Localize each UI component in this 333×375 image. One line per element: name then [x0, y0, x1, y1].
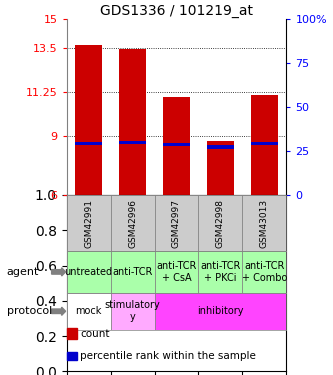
Bar [251, 141, 278, 145]
Text: stimulatory
y: stimulatory y [105, 300, 161, 322]
Text: inhibitory: inhibitory [197, 306, 244, 316]
Bar [111, 292, 155, 330]
Text: GSM42996: GSM42996 [128, 199, 137, 248]
Bar [163, 97, 190, 195]
Bar [119, 141, 146, 144]
Bar [155, 195, 198, 251]
Text: protocol: protocol [7, 306, 52, 316]
Text: GSM42997: GSM42997 [172, 199, 181, 248]
Bar [67, 195, 111, 251]
Bar [119, 49, 146, 195]
Bar [207, 141, 234, 195]
Bar [155, 292, 286, 330]
Text: untreated: untreated [65, 267, 113, 277]
Text: GSM43013: GSM43013 [260, 199, 269, 248]
Text: mock: mock [75, 306, 102, 316]
Text: count: count [80, 329, 110, 339]
Bar [111, 195, 155, 251]
Text: percentile rank within the sample: percentile rank within the sample [80, 351, 256, 361]
Text: agent: agent [7, 267, 39, 277]
Bar [242, 195, 286, 251]
Text: anti-TCR
+ Combo: anti-TCR + Combo [242, 261, 287, 283]
Text: anti-TCR: anti-TCR [112, 267, 153, 277]
Bar [75, 141, 102, 145]
Bar [242, 251, 286, 292]
Bar [198, 195, 242, 251]
Text: GSM42998: GSM42998 [216, 199, 225, 248]
Bar [251, 95, 278, 195]
Bar [75, 45, 102, 195]
Text: GSM42991: GSM42991 [84, 199, 93, 248]
Bar [163, 142, 190, 146]
Title: GDS1336 / 101219_at: GDS1336 / 101219_at [100, 4, 253, 18]
Bar [111, 251, 155, 292]
Text: anti-TCR
+ CsA: anti-TCR + CsA [156, 261, 197, 283]
Text: anti-TCR
+ PKCi: anti-TCR + PKCi [200, 261, 241, 283]
Bar [198, 251, 242, 292]
Bar [67, 251, 111, 292]
Bar [207, 146, 234, 149]
Bar [155, 251, 198, 292]
Bar [67, 292, 111, 330]
